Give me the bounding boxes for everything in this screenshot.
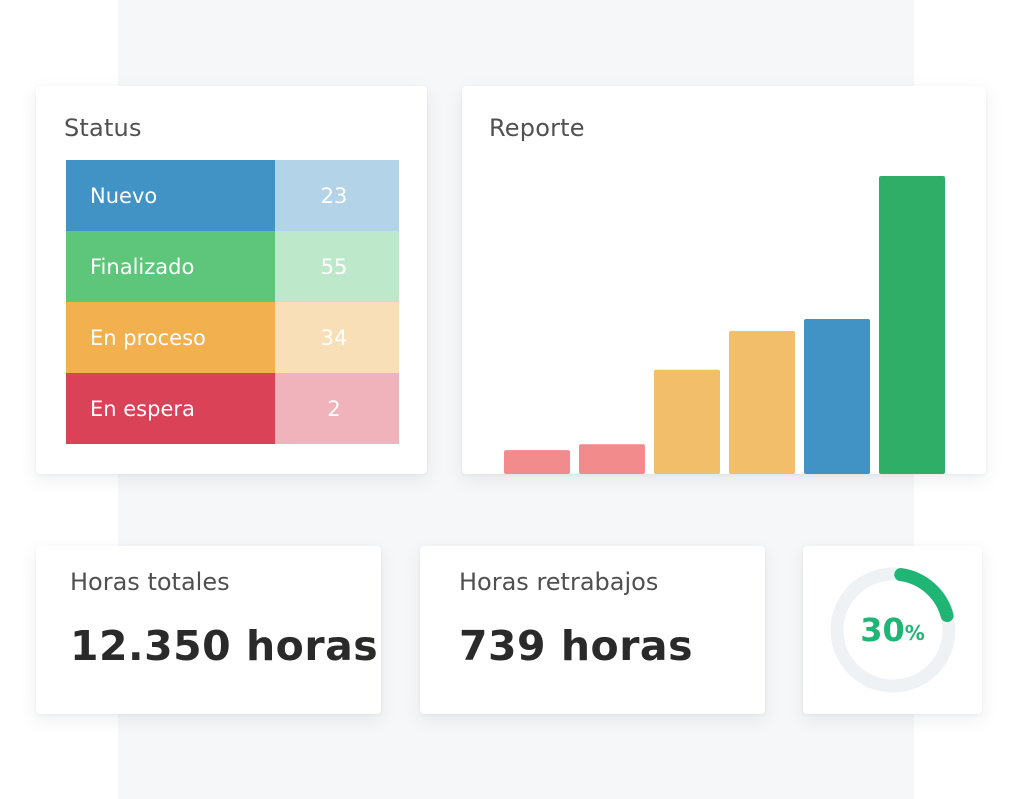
status-label: En proceso [66, 302, 275, 373]
status-label: En espera [66, 373, 275, 444]
status-table: Nuevo 23 Finalizado 55 En proceso 34 En … [66, 160, 399, 444]
status-row-en-proceso[interactable]: En proceso 34 [66, 302, 399, 373]
progress-track [830, 567, 956, 693]
bar-4 [729, 330, 795, 474]
rework-hours-title: Horas retrabajos [459, 568, 659, 596]
report-title: Reporte [489, 114, 585, 142]
report-bar-chart [504, 176, 945, 474]
status-value: 23 [275, 160, 399, 231]
status-label: Finalizado [66, 231, 275, 302]
status-value: 2 [275, 373, 399, 444]
progress-donut [830, 567, 956, 693]
progress-percent-sign: % [904, 621, 925, 645]
status-value: 55 [275, 231, 399, 302]
report-card: Reporte [462, 86, 986, 474]
total-hours-title: Horas totales [70, 568, 230, 596]
progress-arc [830, 567, 956, 693]
status-label: Nuevo [66, 160, 275, 231]
bar-5 [804, 319, 870, 474]
bar-1 [504, 450, 570, 474]
status-title: Status [64, 114, 142, 142]
status-value: 34 [275, 302, 399, 373]
status-row-finalizado[interactable]: Finalizado 55 [66, 231, 399, 302]
bar-6 [879, 176, 945, 474]
status-row-nuevo[interactable]: Nuevo 23 [66, 160, 399, 231]
total-hours-card: Horas totales 12.350 horas [36, 546, 381, 714]
rework-hours-value: 739 horas [459, 622, 694, 670]
rework-hours-card: Horas retrabajos 739 horas [420, 546, 765, 714]
progress-number: 30 [860, 611, 905, 649]
bar-3 [654, 369, 720, 474]
status-row-en-espera[interactable]: En espera 2 [66, 373, 399, 444]
progress-label: 30% [803, 546, 982, 714]
bar-2 [579, 444, 645, 474]
progress-card: 30% [803, 546, 982, 714]
status-card: Status Nuevo 23 Finalizado 55 En proceso… [36, 86, 427, 474]
total-hours-value: 12.350 horas [70, 622, 379, 670]
